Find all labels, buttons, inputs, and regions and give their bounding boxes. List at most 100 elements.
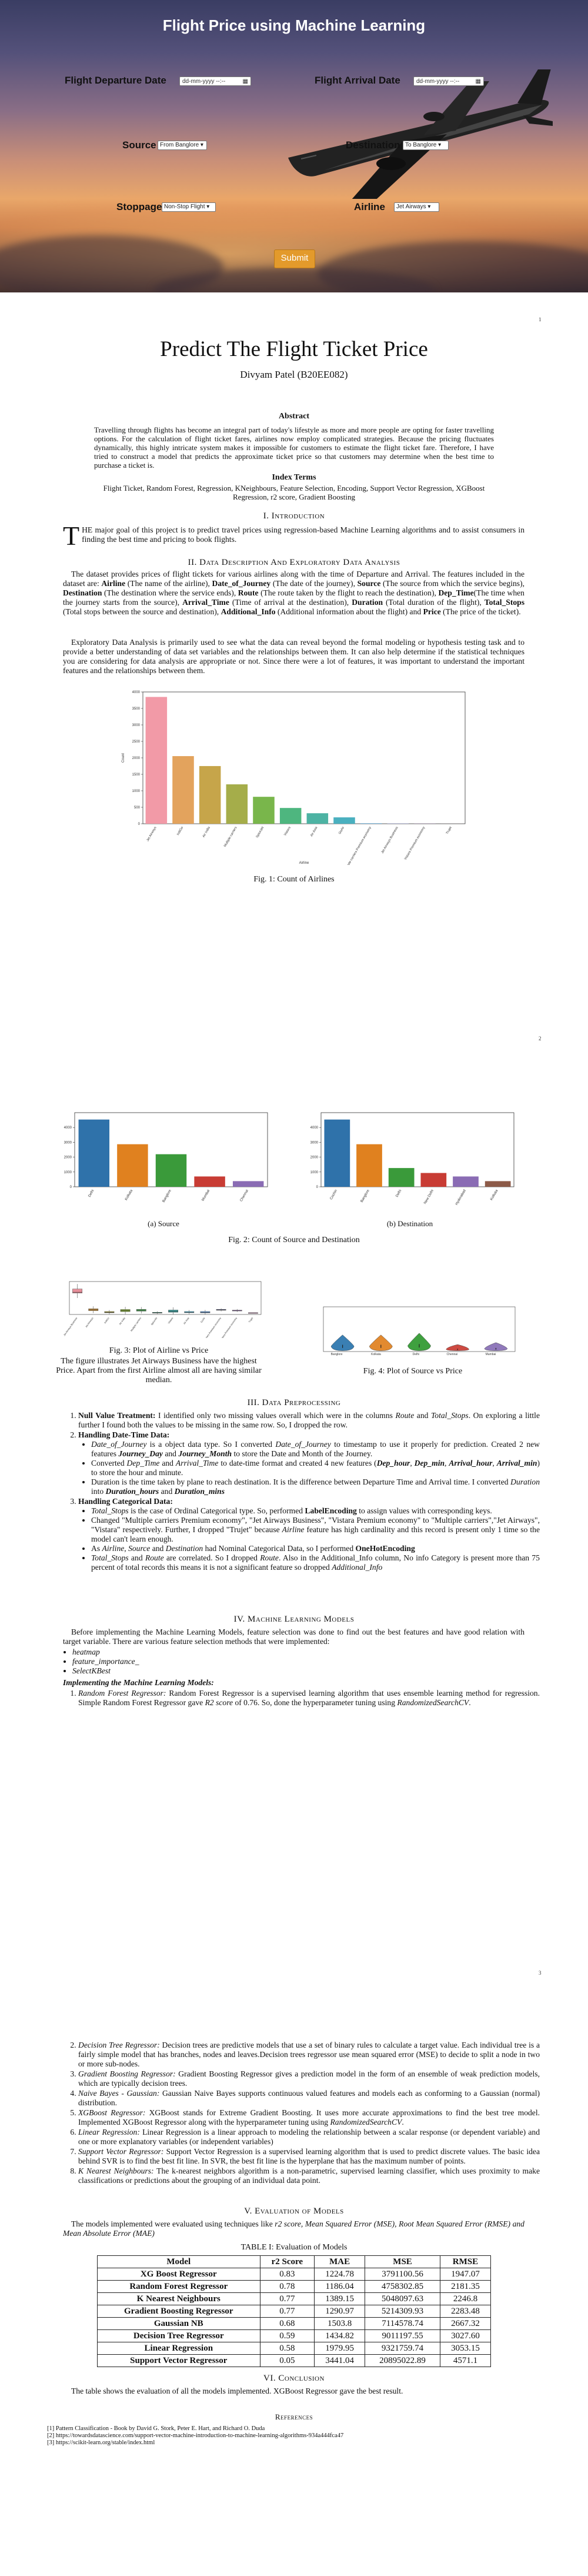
violin-delhi bbox=[407, 1333, 431, 1351]
figure-1-caption: Fig. 1: Count of Airlines bbox=[253, 875, 335, 884]
x-tick-label: Jet Airways Business bbox=[381, 826, 399, 854]
reference-item: [1] Pattern Classification - Book by Dav… bbox=[47, 2425, 265, 2432]
table-cell: 3441.04 bbox=[314, 2354, 366, 2367]
page-number: 2 bbox=[539, 1036, 542, 1041]
intro-text: HE major goal of this project is to pred… bbox=[82, 525, 524, 544]
text-run: Arrival_min bbox=[496, 1459, 537, 1467]
list-item: As Airline, Source and Destination had N… bbox=[91, 1544, 540, 1553]
destination-select[interactable]: To Banglore ▾ bbox=[403, 141, 449, 150]
bar-vistara bbox=[279, 808, 302, 824]
source-count-chart: 0 1000 2000 3000 4000 Delhi Kolkata Banglore Mum… bbox=[64, 1112, 268, 1203]
text-run: Dep_hour bbox=[376, 1459, 410, 1467]
introduction-paragraph: T HE major goal of this project is to pre… bbox=[63, 521, 524, 551]
table-cell: 1434.82 bbox=[314, 2329, 366, 2342]
text-run: Journey_Day bbox=[118, 1449, 163, 1458]
x-tick-label: Jet Airways bbox=[85, 1317, 94, 1328]
table-cell: 0.83 bbox=[259, 2268, 315, 2281]
x-tick-label: Air Asia bbox=[310, 826, 319, 837]
table-cell: 2181.35 bbox=[439, 2280, 492, 2293]
text-run: is a object data type. So I converted bbox=[146, 1440, 276, 1449]
drop-cap: T bbox=[63, 521, 80, 551]
text-run: Support Vector Regression is a supervise… bbox=[78, 2147, 540, 2165]
x-tick-label: Air India bbox=[118, 1316, 126, 1326]
x-tick-label: SpiceJet bbox=[150, 1316, 158, 1326]
figure-4-caption: Fig. 4: Plot of Source vs Price bbox=[363, 1367, 463, 1376]
text-run: Changed "Multiple carriers Premium econo… bbox=[91, 1516, 540, 1534]
text-run: (The time when the journey starts from t… bbox=[63, 588, 524, 607]
item-heading: Handling Categorical Data: bbox=[78, 1497, 173, 1506]
text-run: Dep_Time bbox=[438, 588, 474, 597]
text-run: Dep_Time bbox=[126, 1459, 160, 1467]
x-tick-label: Hyderabad bbox=[455, 1189, 467, 1206]
text-run: Arrival_Time bbox=[182, 598, 229, 607]
x-tick-label: Delhi bbox=[395, 1189, 402, 1198]
figure-airline-count: 0 500 1000 1500 2000 2500 3000 3500 4000 Jet Airw… bbox=[119, 688, 472, 865]
text-run: I identified only two missing values ove… bbox=[155, 1411, 396, 1420]
evaluation-paragraph: The models implemented were evaluated us… bbox=[63, 2219, 524, 2238]
calendar-icon[interactable]: ▦ bbox=[242, 78, 248, 85]
list-item: Null Value Treatment: I identified only … bbox=[78, 1411, 540, 1430]
chevron-down-icon: ▾ bbox=[438, 142, 442, 148]
text-run: Duration is the time taken by plane to r… bbox=[91, 1477, 511, 1486]
table-row: Random Forest Regressor 0.78 1186.04 475830… bbox=[97, 2280, 492, 2293]
table-cell: Support Vector Regressor bbox=[97, 2354, 260, 2367]
table-row: Gaussian NB 0.68 1503.8 7114578.74 2667.32 bbox=[97, 2317, 492, 2330]
table-cell: 0.77 bbox=[259, 2292, 315, 2305]
table-cell: 0.59 bbox=[259, 2329, 315, 2342]
submit-button[interactable]: Submit bbox=[274, 249, 315, 268]
bar-kolkata bbox=[117, 1144, 148, 1187]
bar-banglore bbox=[356, 1144, 382, 1187]
text-run: to store the Date and Month of the Journ… bbox=[232, 1449, 373, 1458]
text-run: and bbox=[150, 1544, 166, 1553]
airline-count-chart: 0 500 1000 1500 2000 2500 3000 3500 4000 Jet Airw… bbox=[122, 691, 466, 865]
y-tick-label: 1000 bbox=[310, 1171, 319, 1174]
x-tick-label: Jet Airways bbox=[146, 826, 157, 842]
x-tick-label: Air India bbox=[202, 826, 212, 838]
x-tick-label: Multiple carriers bbox=[223, 826, 238, 848]
airline-select[interactable]: Jet Airways ▾ bbox=[394, 202, 439, 212]
departure-date-placeholder: dd-mm-yyyy --:-- bbox=[182, 78, 226, 85]
bar-mumbai bbox=[194, 1176, 225, 1187]
text-run: feature has high cardinality and this re… bbox=[91, 1525, 540, 1543]
y-tick-label: 0 bbox=[70, 1186, 72, 1189]
x-tick-label: GoAir bbox=[200, 1316, 206, 1323]
x-tick-label: Vistara Premium economy bbox=[219, 1317, 238, 1338]
evaluation-table: Model r2 Score MAE MSE RMSE XG Boost Reg… bbox=[97, 2255, 492, 2367]
x-tick-label: Banglore bbox=[331, 1353, 343, 1356]
source-select[interactable]: From Banglore ▾ bbox=[158, 141, 207, 150]
y-tick-label: 3000 bbox=[64, 1141, 72, 1144]
text-run: Linear Regression is a linear approach t… bbox=[78, 2128, 540, 2146]
reference-item[interactable]: [3] https://scikit-learn.org/stable/inde… bbox=[47, 2439, 155, 2446]
list-item: feature_importance_ bbox=[72, 1657, 139, 1666]
data-description-paragraph: The dataset provides prices of flight ti… bbox=[63, 570, 524, 617]
destination-label: Destination bbox=[346, 139, 400, 151]
list-item: Support Vector Regressor: Support Vector… bbox=[78, 2147, 540, 2166]
source-selected-value: From Banglore bbox=[160, 142, 199, 148]
destination-count-chart: 0 1000 2000 3000 4000 Cochin Banglore Delhi New … bbox=[310, 1112, 514, 1206]
text-run: Date_of_Journey bbox=[212, 579, 271, 588]
index-terms-heading: Index Terms bbox=[272, 473, 316, 482]
section-number: II. bbox=[188, 558, 197, 567]
x-tick-label: Mumbai bbox=[486, 1353, 496, 1356]
departure-date-input[interactable]: dd-mm-yyyy --:-- ▦ bbox=[179, 76, 251, 86]
stoppage-select[interactable]: Non-Stop Flight ▾ bbox=[162, 202, 216, 212]
figure-2a-caption: (a) Source bbox=[148, 1219, 179, 1228]
chevron-down-icon: ▾ bbox=[200, 142, 203, 148]
text-run: Arrival_hour bbox=[449, 1459, 493, 1467]
stoppage-label: Stoppage bbox=[116, 201, 162, 212]
text-run: Date_of_Journey bbox=[275, 1440, 331, 1449]
arrival-date-input[interactable]: dd-mm-yyyy --:-- ▦ bbox=[413, 76, 484, 86]
stoppage-selected-value: Non-Stop Flight bbox=[164, 204, 205, 210]
table-cell: 1186.04 bbox=[314, 2280, 366, 2293]
figure-2b-caption: (b) Destination bbox=[386, 1219, 433, 1228]
list-item: Decision Tree Regressor: Decision trees … bbox=[78, 2041, 540, 2069]
table-cell: 5048097.63 bbox=[365, 2292, 440, 2305]
x-tick-label: Kolkata bbox=[125, 1189, 134, 1201]
table-row: Gradient Boosting Regressor 0.77 1290.97 52… bbox=[97, 2305, 492, 2318]
feature-selection-list: heatmap feature_importance_ SelectKBest bbox=[63, 1648, 139, 1676]
calendar-icon[interactable]: ▦ bbox=[475, 78, 481, 85]
y-tick-label: 3500 bbox=[132, 707, 141, 711]
x-tick-label: Chennai bbox=[447, 1353, 458, 1356]
reference-item[interactable]: [2] https://towardsdatascience.com/suppo… bbox=[47, 2432, 344, 2439]
table-cell: 1947.07 bbox=[439, 2268, 492, 2281]
